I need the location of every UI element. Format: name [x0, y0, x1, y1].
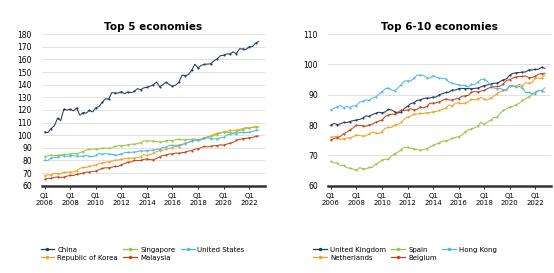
Title: Top 5 economies: Top 5 economies — [104, 22, 202, 32]
Legend: United Kingdom, Netherlands, Spain, Belgium, Hong Kong: United Kingdom, Netherlands, Spain, Belg… — [313, 247, 497, 261]
Legend: China, Republic of Korea, Singapore, Malaysia, United States: China, Republic of Korea, Singapore, Mal… — [40, 247, 245, 261]
Title: Top 6-10 economies: Top 6-10 economies — [381, 22, 498, 32]
